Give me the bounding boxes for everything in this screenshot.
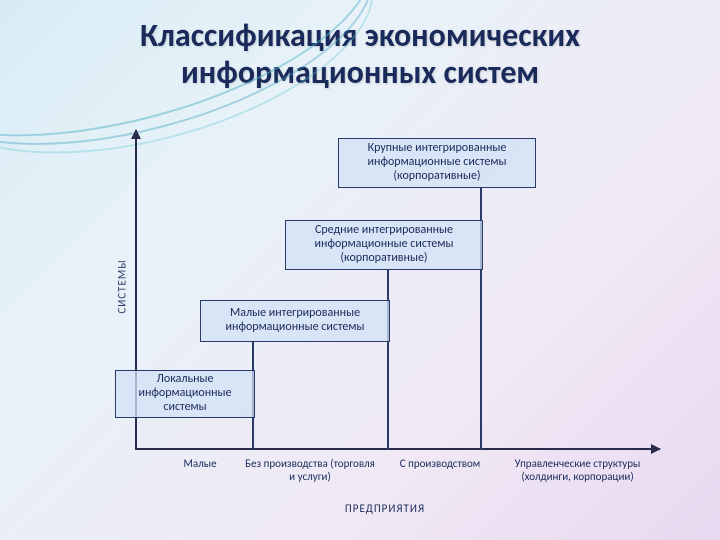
x-axis-title: ПРЕДПРИЯТИЯ [105, 502, 665, 515]
title-line2: информационных систем [0, 55, 720, 92]
x-tick-1: Без производства (торговля и услуги) [245, 458, 375, 483]
box-large-label: Крупные интегрированные информационные с… [345, 142, 529, 183]
box-medium-label: Средние интегрированные информационные с… [292, 224, 476, 265]
box-large: Крупные интегрированные информационные с… [338, 138, 536, 188]
vline-2 [387, 270, 389, 450]
x-axis [135, 448, 660, 450]
box-small: Малые интегрированные информационные сис… [200, 300, 390, 342]
box-local: Локальные информационные системы [115, 370, 255, 418]
classification-diagram: СИСТЕМЫ Крупные интегрированные информац… [105, 130, 665, 470]
x-tick-2: С производством [385, 458, 495, 471]
x-tick-3: Управленческие структуры (холдинги, корп… [505, 458, 650, 483]
box-medium: Средние интегрированные информационные с… [285, 220, 483, 270]
x-tick-0: Малые [165, 458, 235, 471]
box-local-label: Локальные информационные системы [122, 373, 248, 414]
y-axis-label: СИСТЕМЫ [116, 259, 129, 313]
title-line1: Классификация экономических [0, 18, 720, 55]
box-small-label: Малые интегрированные информационные сис… [207, 307, 383, 335]
slide-title: Классификация экономических информационн… [0, 0, 720, 92]
